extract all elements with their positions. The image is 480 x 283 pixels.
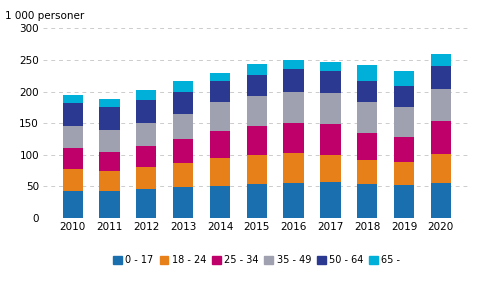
Bar [357,102,377,132]
Bar [284,183,304,218]
Text: 1 000 personer: 1 000 personer [5,11,84,21]
Bar [247,75,267,96]
Bar [210,73,230,82]
Bar [320,62,340,71]
Bar [62,126,83,148]
Bar [320,71,340,93]
Bar [394,162,414,185]
Bar [136,123,156,146]
Bar [136,189,156,218]
Bar [173,187,193,218]
Bar [210,82,230,102]
Bar [173,92,193,114]
Bar [210,158,230,186]
Bar [62,95,83,103]
Bar [99,107,120,130]
Bar [62,103,83,126]
Bar [136,90,156,100]
Bar [62,169,83,191]
Bar [357,65,377,81]
Bar [431,121,451,154]
Bar [431,89,451,121]
Bar [173,163,193,187]
Bar [99,170,120,191]
Bar [320,124,340,155]
Bar [320,93,340,124]
Bar [173,114,193,139]
Bar [136,167,156,189]
Bar [284,60,304,69]
Bar [62,148,83,169]
Bar [136,100,156,123]
Bar [247,96,267,126]
Bar [431,154,451,183]
Bar [284,153,304,183]
Bar [247,155,267,184]
Bar [357,184,377,218]
Bar [210,131,230,158]
Bar [210,186,230,218]
Bar [320,182,340,218]
Bar [247,126,267,155]
Bar [320,155,340,182]
Bar [357,81,377,102]
Bar [357,160,377,184]
Bar [247,64,267,75]
Bar [284,69,304,91]
Bar [284,123,304,153]
Legend: 0 - 17, 18 - 24, 25 - 34, 35 - 49, 50 - 64, 65 -: 0 - 17, 18 - 24, 25 - 34, 35 - 49, 50 - … [109,251,404,269]
Bar [284,91,304,123]
Bar [357,132,377,160]
Bar [99,130,120,151]
Bar [431,183,451,218]
Bar [247,184,267,218]
Bar [394,137,414,162]
Bar [136,146,156,167]
Bar [173,139,193,163]
Bar [394,86,414,107]
Bar [99,151,120,170]
Bar [210,102,230,131]
Bar [62,191,83,218]
Bar [394,185,414,218]
Bar [173,82,193,92]
Bar [431,66,451,89]
Bar [394,71,414,86]
Bar [394,107,414,137]
Bar [99,99,120,107]
Bar [99,191,120,218]
Bar [431,53,451,66]
